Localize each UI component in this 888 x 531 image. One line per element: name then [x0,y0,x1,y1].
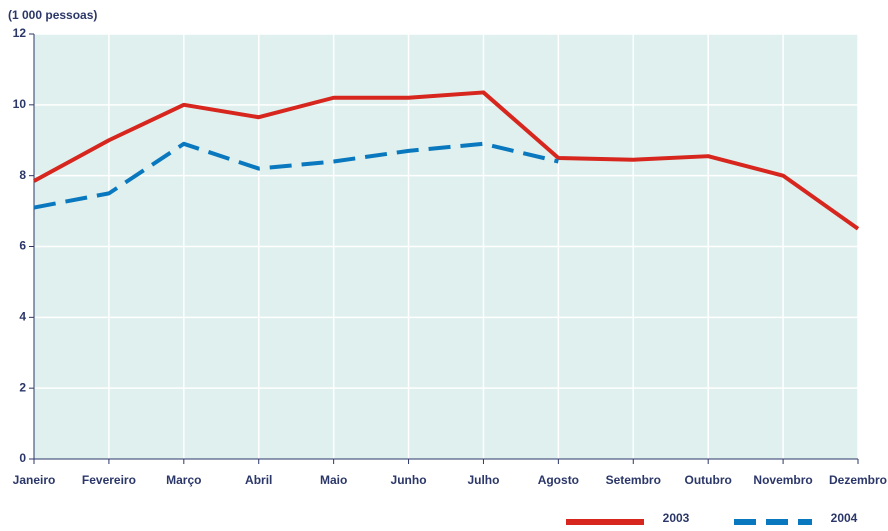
x-tick-label: Abril [245,473,272,487]
y-tick-label: 8 [19,168,26,182]
series-line [33,90,860,231]
x-tick-label: Fevereiro [82,473,136,487]
x-tick-label: Agosto [538,473,579,487]
y-tick-label: 12 [13,26,27,40]
x-tick-label: Dezembro [829,473,887,487]
legend-label: 2003 [663,511,690,525]
y-tick-label: 0 [19,451,26,465]
x-tick-label: Setembro [606,473,661,487]
y-tick-label: 4 [19,310,26,324]
series-line [33,141,559,210]
y-tick-label: 10 [13,97,27,111]
x-tick-label: Março [166,473,201,487]
x-tick-label: Novembro [753,473,812,487]
y-tick-label: 2 [19,380,26,394]
legend-label: 2004 [831,511,858,525]
y-axis-label: (1 000 pessoas) [8,8,97,22]
x-tick-label: Outubro [685,473,732,487]
y-tick-label: 6 [19,239,26,253]
x-tick-label: Junho [391,473,427,487]
x-tick-label: Julho [467,473,499,487]
x-tick-label: Janeiro [13,473,56,487]
x-tick-label: Maio [320,473,347,487]
